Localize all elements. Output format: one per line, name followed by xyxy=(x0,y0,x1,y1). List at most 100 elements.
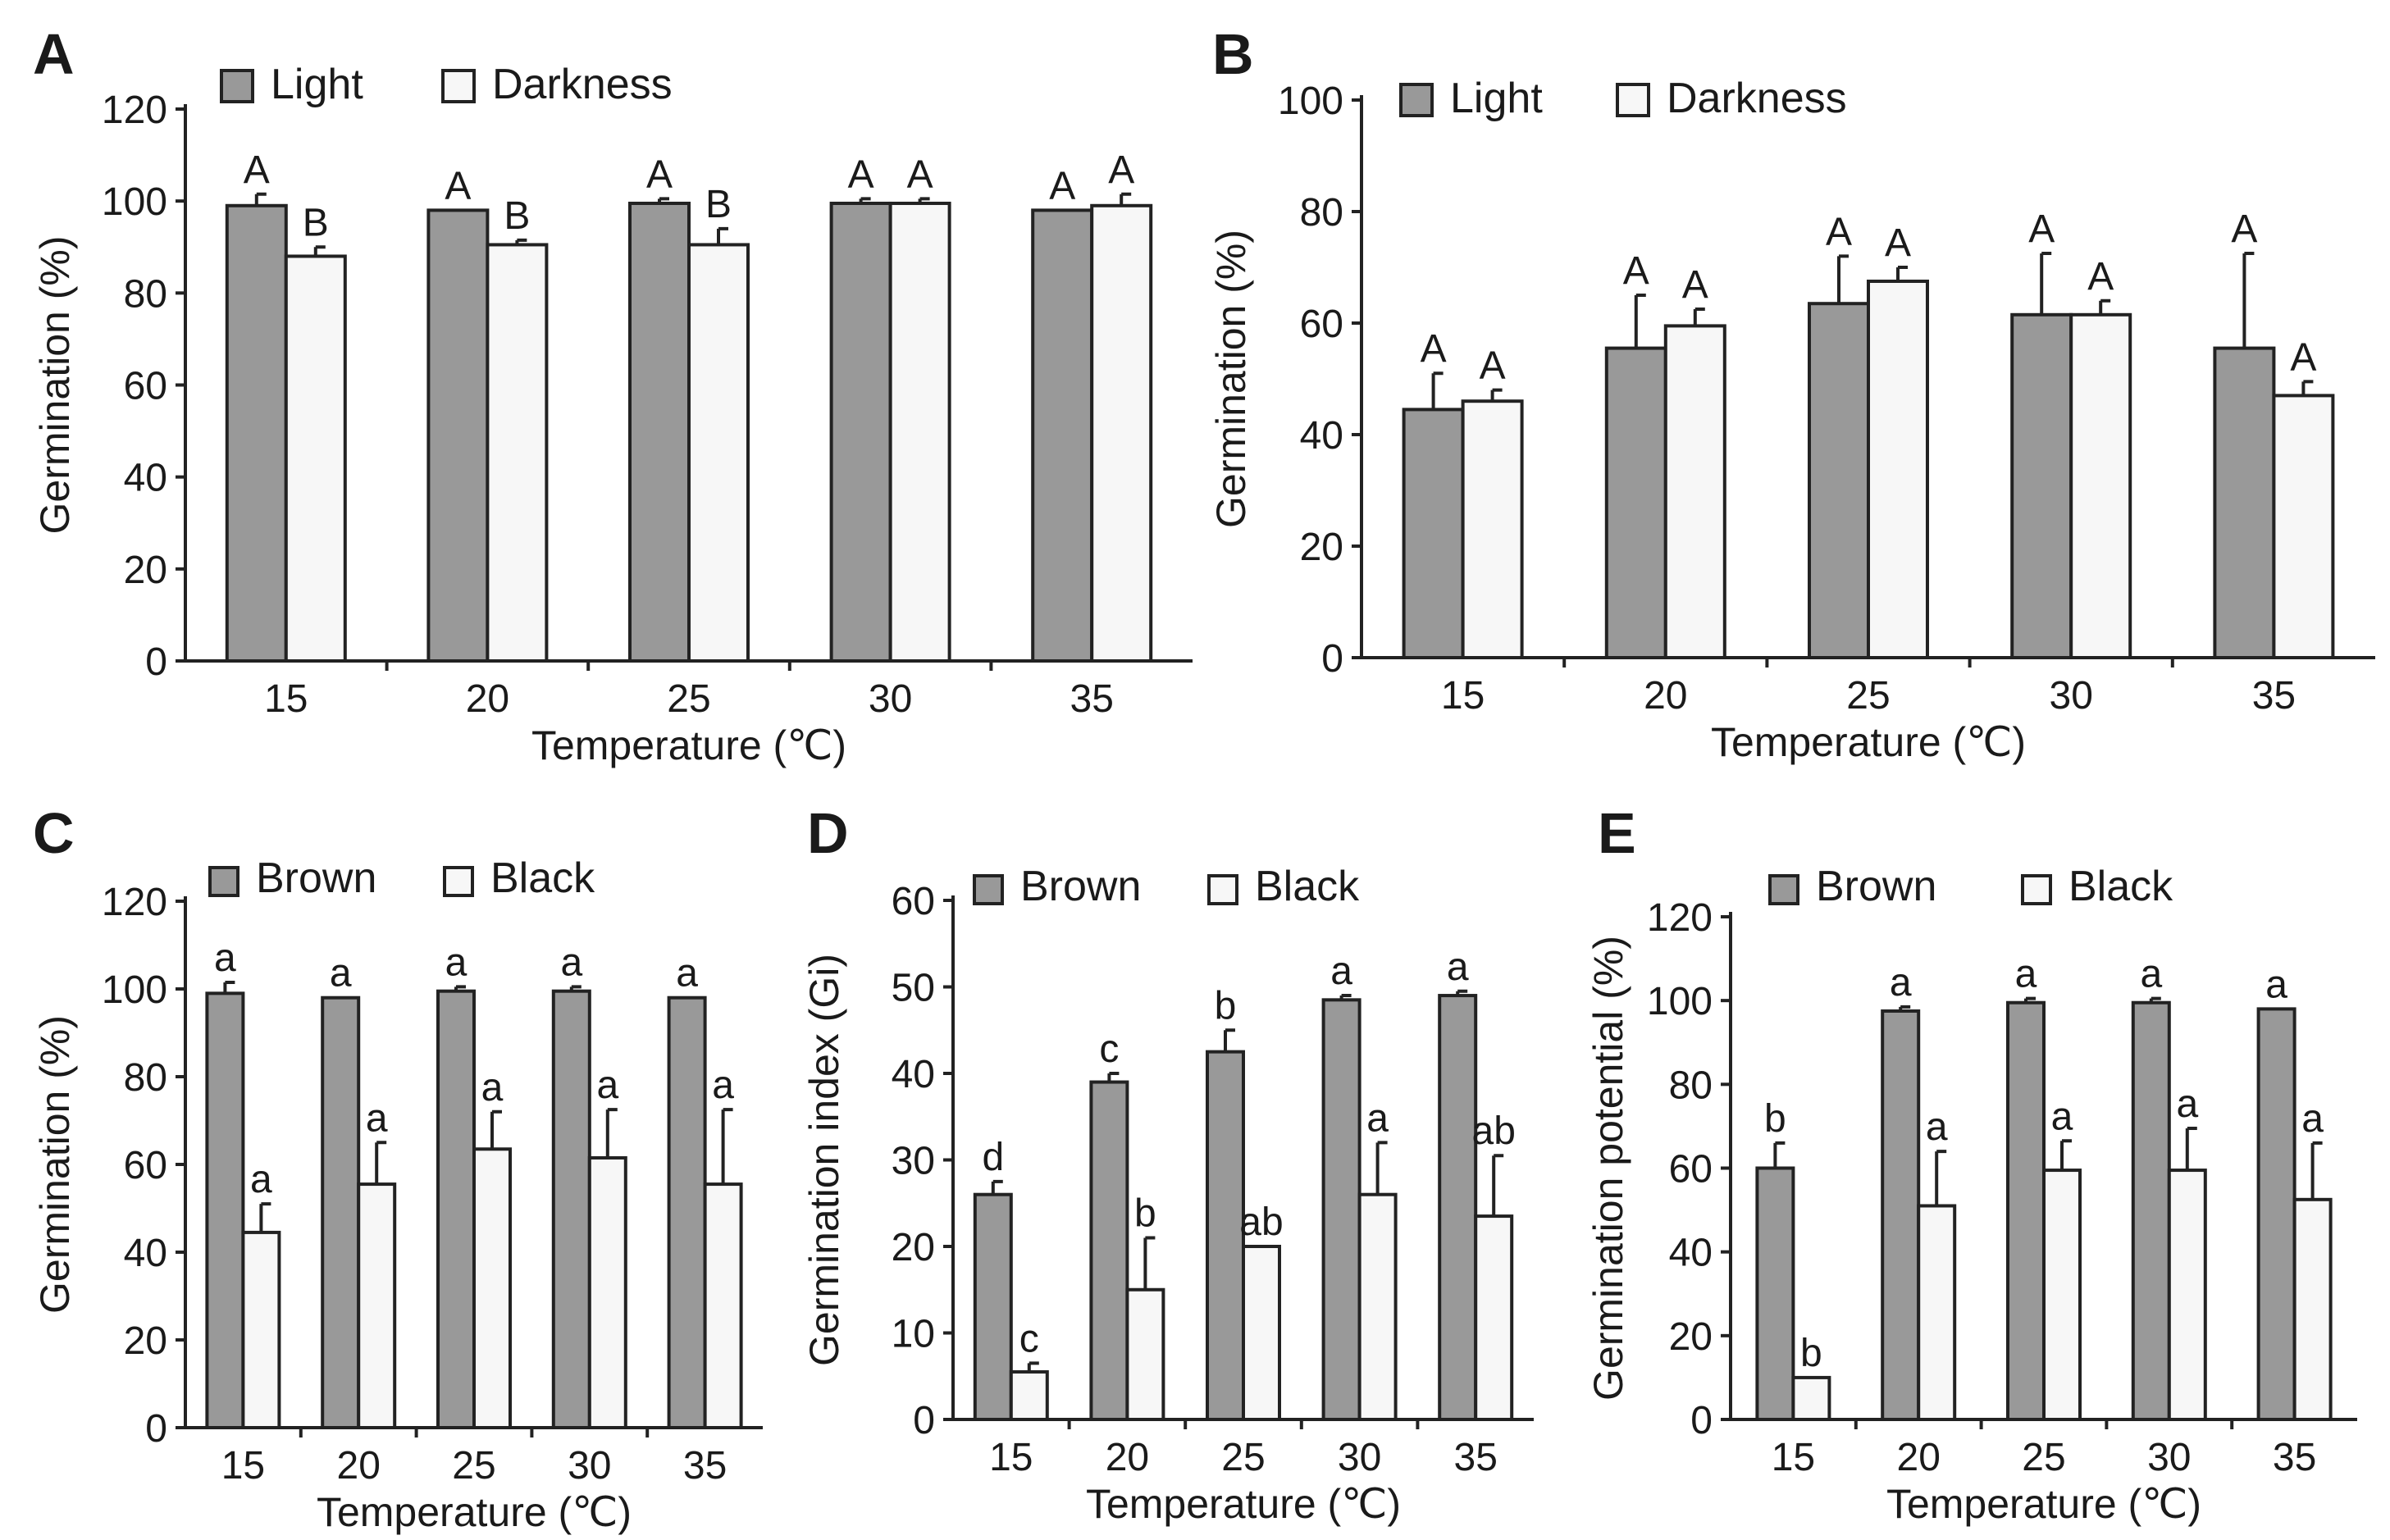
y-tick-label: 60 xyxy=(1300,303,1343,346)
legend-label-darkness: Darkness xyxy=(492,61,673,108)
bar-light-30 xyxy=(829,201,892,663)
significance-label: A xyxy=(2290,335,2316,379)
error-bar xyxy=(1896,266,1908,281)
significance-label: d xyxy=(982,1136,1004,1179)
bar-brown-20 xyxy=(1881,1009,1921,1421)
y-tick-label: 20 xyxy=(1300,526,1343,569)
panel-letter: A xyxy=(33,22,75,86)
bar-darkness-35 xyxy=(2272,394,2335,659)
x-tick-label: 15 xyxy=(221,1444,265,1488)
significance-label: a xyxy=(2301,1097,2324,1141)
legend-swatch-darkness xyxy=(441,69,476,103)
error-bar xyxy=(721,1108,733,1185)
error-bar xyxy=(605,1108,618,1158)
bar-black-20 xyxy=(1917,1204,1957,1421)
y-tick-label: 30 xyxy=(892,1140,935,1183)
significance-label: a xyxy=(1447,945,1469,989)
panel-e: Eb b 15 a a 20 a a 25 a a 30 a a 35 0 20 40 60 80 100 120 Temp… xyxy=(1585,801,2357,1527)
y-tick-label: 0 xyxy=(145,1407,167,1451)
bar-brown-25 xyxy=(2006,1000,2046,1421)
y-tick-label: 80 xyxy=(1300,191,1343,235)
legend-swatch-light xyxy=(1399,83,1434,117)
error-bar xyxy=(1773,1141,1786,1169)
bar-darkness-35 xyxy=(1090,203,1153,663)
error-bar xyxy=(223,980,235,994)
x-tick-label: 25 xyxy=(667,677,710,721)
bar-black-15 xyxy=(1009,1369,1049,1421)
error-bar xyxy=(1634,294,1646,349)
error-bar xyxy=(1431,371,1444,410)
significance-label: b xyxy=(1215,984,1237,1027)
legend-label-black: Black xyxy=(1255,863,1360,910)
legend-swatch-light xyxy=(220,69,254,103)
y-tick-label: 20 xyxy=(124,1319,167,1363)
legend-label-black: Black xyxy=(2068,863,2173,910)
legend-label-brown: Brown xyxy=(256,854,376,902)
significance-label: ab xyxy=(1472,1109,1516,1153)
bar-brown-35 xyxy=(667,996,707,1429)
y-tick-label: 40 xyxy=(1300,414,1343,458)
y-tick-label: 100 xyxy=(102,180,167,224)
y-tick-label: 0 xyxy=(145,640,167,684)
legend-label-brown: Brown xyxy=(1020,863,1141,910)
y-tick-label: 60 xyxy=(124,1144,167,1187)
bar-brown-15 xyxy=(1755,1166,1795,1421)
significance-label: a xyxy=(445,941,468,984)
bar-light-20 xyxy=(1604,346,1667,659)
y-tick-label: 10 xyxy=(892,1313,935,1356)
legend-label-light: Light xyxy=(271,61,363,108)
x-tick-label: 35 xyxy=(683,1444,727,1488)
significance-label: ab xyxy=(1239,1201,1283,1244)
y-tick-label: 60 xyxy=(892,880,935,923)
bar-black-25 xyxy=(472,1147,512,1430)
y-axis-title: Germination (%) xyxy=(32,1015,78,1314)
x-tick-label: 25 xyxy=(2022,1436,2065,1479)
bar-black-25 xyxy=(2042,1169,2082,1422)
y-tick-label: 20 xyxy=(124,549,167,592)
x-tick-label: 25 xyxy=(1221,1436,1265,1479)
error-bar xyxy=(918,197,930,203)
error-bar xyxy=(658,197,669,203)
x-tick-label: 30 xyxy=(1338,1436,1381,1479)
bar-darkness-20 xyxy=(1663,324,1726,659)
significance-label: A xyxy=(646,153,673,196)
bar-darkness-25 xyxy=(1867,280,1929,659)
significance-label: a xyxy=(560,941,582,984)
significance-label: b xyxy=(1764,1097,1786,1141)
x-tick-label: 25 xyxy=(1846,674,1890,718)
error-bar xyxy=(2310,1141,2323,1200)
y-tick-label: 60 xyxy=(124,365,167,408)
y-tick-label: 40 xyxy=(892,1053,935,1096)
significance-label: B xyxy=(705,183,732,226)
legend-label-brown: Brown xyxy=(1816,863,1936,910)
x-tick-label: 15 xyxy=(264,677,308,721)
error-bar xyxy=(515,238,527,245)
x-axis-title: Temperature (℃) xyxy=(1711,719,2026,765)
bar-darkness-25 xyxy=(687,243,750,663)
error-bar xyxy=(313,245,326,257)
bar-brown-25 xyxy=(1206,1050,1245,1421)
legend-label-darkness: Darkness xyxy=(1667,75,1847,122)
significance-label: c xyxy=(1099,1027,1119,1071)
significance-label: a xyxy=(1366,1096,1389,1140)
y-tick-label: 100 xyxy=(102,968,167,1012)
y-tick-label: 50 xyxy=(892,967,935,1010)
y-tick-label: 120 xyxy=(102,89,167,132)
y-tick-label: 80 xyxy=(1669,1064,1713,1107)
significance-label: a xyxy=(481,1066,504,1109)
significance-label: c xyxy=(1019,1317,1039,1360)
error-bar xyxy=(2149,996,2161,1003)
significance-label: A xyxy=(1480,344,1506,388)
bar-black-35 xyxy=(1474,1214,1514,1421)
legend-swatch-brown xyxy=(973,874,1004,905)
bar-light-35 xyxy=(2213,346,2276,659)
error-bar xyxy=(375,1141,387,1185)
bar-brown-30 xyxy=(2131,1000,2171,1421)
x-tick-label: 20 xyxy=(1644,674,1687,718)
significance-label: A xyxy=(1623,249,1649,293)
significance-label: A xyxy=(2231,207,2257,251)
y-tick-label: 60 xyxy=(1669,1148,1713,1191)
x-axis-title: Temperature (℃) xyxy=(1086,1481,1401,1527)
panel-c: Ca a 15 a a 20 a a 25 a a 30 a a 35 0 20 40 60 80 100 120 Temp… xyxy=(32,801,763,1535)
significance-label: A xyxy=(1049,164,1075,207)
